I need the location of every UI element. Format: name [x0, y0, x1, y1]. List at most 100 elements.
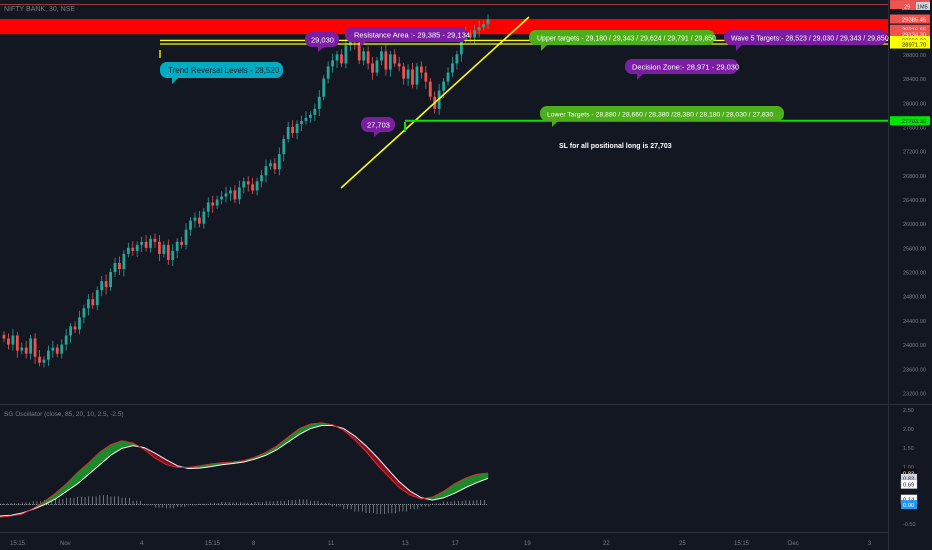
time-tick-label: 22	[603, 541, 610, 547]
trend-reversal-label: Trend Reversal Levels - 28,520	[168, 66, 280, 75]
candle-body	[215, 199, 219, 206]
candle-body	[459, 39, 463, 55]
candle-body	[375, 60, 379, 73]
candle-body	[126, 247, 130, 254]
time-tick-label: 8	[252, 541, 256, 547]
candle-body	[308, 114, 312, 118]
candle-body	[406, 69, 410, 79]
candle-body	[175, 241, 179, 251]
lower-targets-label: Lower Targets - 28,880 / 28,660 / 28,380…	[547, 112, 773, 119]
price-level-tag-label: 27703.30	[902, 119, 926, 125]
candle-body	[428, 81, 432, 97]
candle-body	[60, 344, 64, 354]
osc-value-tag-label: 0.00	[903, 503, 914, 509]
candle-body	[415, 66, 419, 85]
resistance-area-callout[interactable]: Resistance Area :- 29,385 - 29,134	[345, 27, 470, 47]
candle-body	[206, 202, 210, 212]
top-marker-label: 29	[904, 5, 910, 11]
candle-body	[291, 126, 295, 133]
callout-27703[interactable]: 27,703	[361, 117, 395, 137]
oscillator-pane[interactable]	[0, 405, 888, 532]
signal-line	[0, 425, 489, 517]
candle-body	[7, 338, 10, 345]
candle-body	[38, 356, 41, 363]
candle-body	[344, 45, 348, 64]
upper-targets-callout[interactable]: Upper targets - 29,180 / 29,343 / 29,624…	[529, 30, 716, 51]
candle-body	[118, 262, 121, 270]
price-tick-label: 24000.00	[903, 343, 926, 349]
price-level-tag-label: 28971.70	[902, 42, 926, 48]
lower-targets-callout[interactable]: Lower Targets - 28,880 / 28,660 / 28,380…	[540, 106, 784, 127]
price-tick-label: 24400.00	[903, 319, 926, 325]
time-tick-label: 4	[140, 541, 144, 547]
callout-27703-label: 27,703	[367, 121, 390, 130]
candle-body	[51, 347, 55, 351]
candle-body	[73, 326, 77, 330]
candle-body	[100, 281, 104, 291]
candle-body	[273, 163, 277, 170]
osc-tick-label: -0.50	[903, 522, 916, 528]
price-tick-label: 28800.00	[903, 53, 926, 59]
candle-body	[166, 244, 170, 260]
time-tick-label: 15:15	[734, 541, 750, 547]
candle-body	[104, 281, 108, 288]
resistance-area-label: Resistance Area :- 29,385 - 29,134	[354, 31, 470, 40]
candle-body	[64, 335, 68, 345]
osc-tick-label: 1.50	[903, 446, 914, 452]
top-marker: 29 1M5	[902, 2, 930, 11]
price-pane[interactable]	[0, 0, 888, 402]
candle-body	[15, 335, 19, 351]
price-tick-label: 23200.00	[903, 391, 926, 397]
candle-body	[158, 241, 161, 254]
price-tick-label: 26800.00	[903, 174, 926, 180]
decision-zone-callout[interactable]: Decision Zone:- 28,971 - 29,030	[625, 59, 739, 80]
candle-body	[251, 184, 255, 191]
candle-body	[47, 350, 50, 360]
candle-body	[144, 241, 148, 248]
candle-body	[109, 272, 112, 288]
candle-body	[264, 166, 268, 176]
osc-value-tag-label: 0.69	[903, 482, 914, 488]
candle-body	[20, 347, 24, 351]
candle-body	[184, 229, 188, 245]
candle-body	[24, 347, 28, 354]
candle-body	[149, 238, 152, 248]
candle-body	[446, 72, 450, 82]
fast-line	[0, 422, 489, 518]
candle-body	[397, 63, 401, 67]
callout-29030[interactable]: 29,030	[305, 32, 339, 52]
price-level-tag	[890, 14, 930, 24]
candle-body	[122, 253, 126, 270]
candle-body	[362, 51, 366, 61]
candle-body	[95, 290, 99, 306]
candle-body	[331, 60, 334, 67]
wave5-targets-callout[interactable]: Wave 5 Targets:- 28,523 / 29,030 / 29,34…	[724, 30, 889, 51]
candle-body	[380, 51, 383, 61]
candle-body	[78, 317, 81, 330]
candle-body	[482, 24, 485, 28]
osc-tick-label: 1.00	[903, 465, 914, 471]
price-level-tag-label: 29385.45	[902, 17, 926, 23]
decision-zone-label: Decision Zone:- 28,971 - 29,030	[632, 63, 739, 72]
oscillator-axis: 2.502.001.501.000.50-0.50	[903, 408, 916, 528]
trend-reversal-callout[interactable]: Trend Reversal Levels - 28,520	[160, 62, 283, 84]
candle-body	[277, 154, 281, 170]
candle-body	[357, 42, 361, 61]
candle-body	[300, 120, 303, 124]
price-tick-label: 26000.00	[903, 222, 926, 228]
stop-loss-note: SL for all positional long is 27,703	[559, 143, 672, 150]
time-tick-label: Dec	[788, 541, 799, 547]
candle-body	[113, 262, 117, 273]
price-axis: 29600.0029200.0028800.0028400.0028000.00…	[903, 5, 926, 398]
price-tick-label: 24800.00	[903, 295, 926, 301]
osc-value-tag	[900, 479, 918, 489]
candle-body	[211, 202, 215, 206]
price-level-tag	[890, 39, 930, 49]
osc-tick-label: 2.00	[903, 427, 914, 433]
candle-body	[91, 299, 95, 306]
time-tick-label: 3	[868, 541, 872, 547]
candle-body	[202, 211, 206, 224]
price-tick-label: 23600.00	[903, 367, 926, 373]
osc-value-tag	[901, 468, 917, 478]
